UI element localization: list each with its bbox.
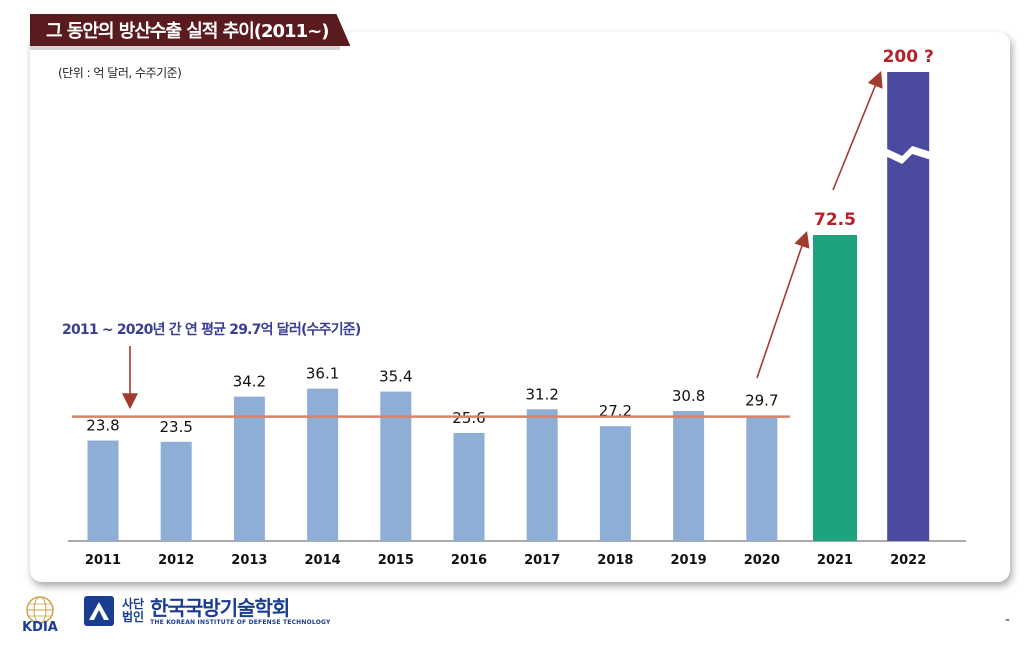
bar-2013 [233, 396, 265, 541]
trend-arrow-2021-2022 [832, 71, 883, 191]
bar-2012 [160, 441, 192, 541]
bar-2022 [887, 72, 930, 541]
title-banner-shadow [30, 46, 340, 50]
bar-2015 [380, 391, 412, 541]
value-label-2016: 25.6 [452, 409, 485, 427]
globe-icon [26, 596, 54, 624]
bar-2018 [599, 426, 631, 541]
value-label-2011: 23.8 [86, 417, 119, 435]
x-tick-label-2013: 2013 [231, 553, 267, 568]
society-prefix: 사단 법인 [122, 598, 144, 624]
average-line-label: 2011 ~ 2020년 간 연 평균 29.7억 달러(수주기준) [62, 321, 361, 338]
value-label-2019: 30.8 [672, 387, 705, 405]
x-tick-label-2011: 2011 [85, 553, 121, 568]
society-prefix-line1: 사단 [122, 597, 145, 611]
x-tick-label-2018: 2018 [597, 553, 633, 568]
page-title: 그 동안의 방산수출 실적 추이(2011~) [30, 14, 350, 46]
x-tick-label-2020: 2020 [744, 553, 780, 568]
kdia-logo-text: KDIA [22, 620, 58, 635]
unit-note: (단위 : 억 달러, 수주기준) [58, 66, 182, 80]
bar-2019 [673, 411, 705, 541]
value-label-2020: 29.7 [745, 392, 778, 410]
value-label-2017: 31.2 [525, 385, 558, 403]
x-tick-label-2016: 2016 [451, 553, 487, 568]
society-emblem-icon [84, 596, 114, 626]
society-english: THE KOREAN INSTITUTE OF DEFENSE TECHNOLO… [150, 618, 331, 626]
axis-break-mark [885, 146, 932, 164]
x-tick-label-2017: 2017 [524, 553, 560, 568]
x-tick-label-2014: 2014 [305, 553, 341, 568]
society-name: 한국국방기술학회 [150, 595, 290, 620]
x-tick-label-2019: 2019 [671, 553, 707, 568]
society-text: 한국국방기술학회 THE KOREAN INSTITUTE OF DEFENSE… [150, 597, 330, 626]
page-mark: - [1005, 612, 1011, 628]
bar-2021 [813, 235, 857, 541]
value-label-2022: 200 ? [883, 47, 934, 67]
bar-2011 [87, 440, 119, 541]
x-tick-label-2012: 2012 [158, 553, 194, 568]
x-tick-label-2022: 2022 [890, 553, 926, 568]
value-label-2014: 36.1 [306, 365, 339, 383]
bar-2014 [307, 388, 339, 541]
society-logo: 사단 법인 한국국방기술학회 THE KOREAN INSTITUTE OF D… [84, 596, 331, 626]
bar-2017 [526, 409, 558, 541]
bar-2016 [453, 432, 485, 541]
value-label-2012: 23.5 [159, 418, 192, 436]
x-tick-label-2021: 2021 [817, 553, 853, 568]
value-label-2015: 35.4 [379, 368, 412, 386]
value-label-2013: 34.2 [233, 373, 266, 391]
value-label-2021: 72.5 [814, 210, 856, 230]
kdia-logo: KDIA [14, 594, 66, 638]
trend-arrow-2020-2021 [756, 230, 810, 379]
society-prefix-line2: 법인 [122, 610, 145, 624]
x-tick-label-2015: 2015 [378, 553, 414, 568]
bar-2020 [746, 415, 778, 541]
